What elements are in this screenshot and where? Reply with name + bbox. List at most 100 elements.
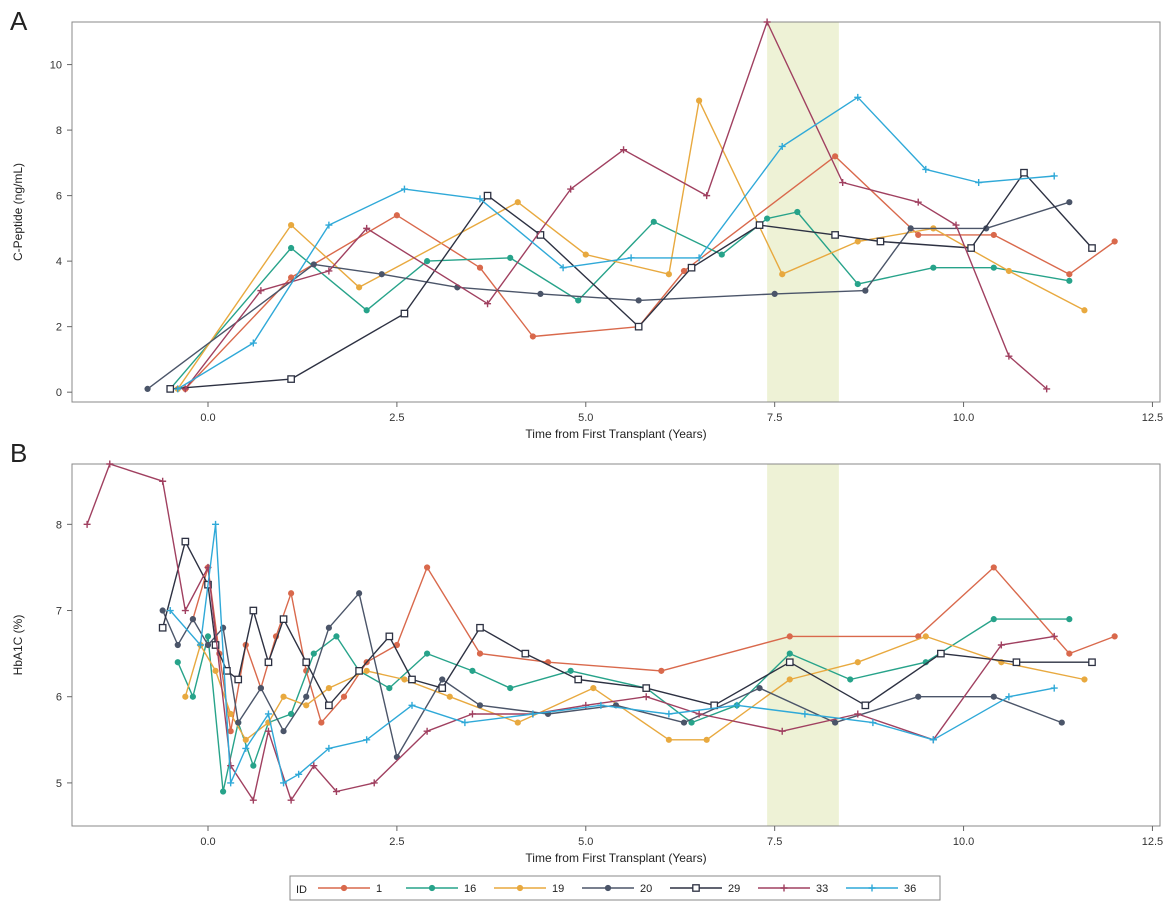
data-point (250, 762, 257, 769)
data-point (257, 684, 264, 692)
data-point (476, 702, 484, 709)
data-point (302, 658, 311, 667)
data-point (990, 693, 997, 700)
data-point (174, 385, 182, 393)
data-point (1081, 307, 1088, 314)
data-point (189, 693, 196, 700)
y-tick-label: 10 (50, 60, 62, 72)
data-point (627, 254, 635, 262)
x-tick-label: 5.0 (578, 412, 593, 424)
panel-b-series (83, 460, 1118, 804)
data-point (1066, 271, 1073, 278)
series-16 (167, 208, 1073, 392)
panel-b-letter: B (10, 438, 27, 468)
data-point (181, 385, 189, 393)
legend-title: ID (296, 884, 307, 896)
data-point (235, 719, 242, 726)
data-point (575, 297, 582, 304)
data-point (1058, 719, 1065, 726)
data-point (340, 693, 348, 700)
data-point (696, 97, 703, 104)
data-point (220, 788, 227, 795)
series-33 (181, 18, 1051, 393)
data-point (159, 607, 166, 614)
data-point (847, 676, 854, 683)
data-point (1088, 244, 1096, 252)
data-point (975, 179, 983, 187)
panel-b-shaded-band (767, 464, 839, 826)
data-point (642, 693, 650, 701)
panel-b: B 0.0 2.5 5.0 7.5 10.0 12.5 5 6 7 8 Time from Fir… (10, 438, 1163, 865)
data-point (144, 385, 151, 392)
data-point (393, 212, 400, 219)
data-point (363, 224, 371, 232)
data-point (922, 633, 929, 640)
data-point (249, 339, 257, 347)
data-point (476, 650, 484, 657)
data-point (665, 736, 672, 743)
series-29 (158, 537, 1096, 710)
data-point (310, 261, 317, 268)
data-point (325, 701, 333, 710)
data-point (423, 727, 431, 735)
y-tick-label: 6 (56, 191, 62, 203)
legend-swatch-marker (868, 884, 876, 892)
data-point (280, 693, 287, 700)
data-point (446, 693, 453, 700)
data-point (786, 633, 793, 640)
data-point (279, 615, 288, 623)
data-point (424, 258, 431, 265)
data-point (778, 727, 786, 735)
data-point (234, 675, 243, 684)
data-point (303, 702, 310, 709)
series-29 (166, 168, 1096, 393)
x-tick-label: 5.0 (578, 836, 593, 848)
data-point (325, 744, 333, 752)
legend-item-20: 20 (582, 883, 652, 895)
legend-swatch-marker (780, 884, 788, 892)
data-point (574, 675, 583, 684)
legend-label: 33 (816, 883, 828, 895)
data-point (756, 684, 763, 692)
data-point (755, 221, 764, 229)
data-point (779, 271, 786, 278)
x-tick-label: 7.5 (767, 412, 782, 424)
data-point (249, 796, 257, 804)
y-tick-label: 5 (56, 778, 62, 790)
data-point (83, 520, 91, 528)
data-point (295, 770, 303, 778)
data-point (680, 719, 688, 726)
data-point (476, 264, 484, 271)
data-point (771, 290, 778, 297)
data-point (642, 684, 651, 692)
panel-b-ticks: 0.0 2.5 5.0 7.5 10.0 12.5 5 6 7 8 (56, 519, 1163, 848)
series-16 (174, 616, 1073, 795)
data-point (937, 649, 945, 658)
data-point (438, 684, 447, 692)
series-line-20 (162, 592, 1063, 758)
series-line-16 (169, 211, 1070, 390)
data-point (854, 659, 861, 666)
data-point (1012, 658, 1021, 667)
series-line-19 (177, 99, 1085, 390)
panel-a-frame (71, 21, 1161, 403)
data-point (325, 221, 333, 229)
legend-swatch-marker (340, 884, 348, 892)
data-point (386, 684, 393, 692)
data-point (468, 710, 476, 718)
y-tick-label: 0 (56, 387, 62, 399)
data-point (1005, 352, 1013, 360)
data-point (408, 701, 416, 709)
data-point (424, 650, 431, 657)
data-point (658, 667, 665, 674)
data-point (439, 676, 446, 683)
data-point (288, 244, 295, 252)
data-point (227, 779, 235, 787)
data-point (1066, 199, 1073, 206)
data-point (363, 307, 370, 314)
data-point (264, 710, 272, 718)
data-point (370, 779, 378, 787)
legend-label: 20 (640, 883, 652, 895)
data-point (990, 616, 997, 623)
panel-b-y-axis-label: HbA1C (%) (11, 615, 25, 676)
